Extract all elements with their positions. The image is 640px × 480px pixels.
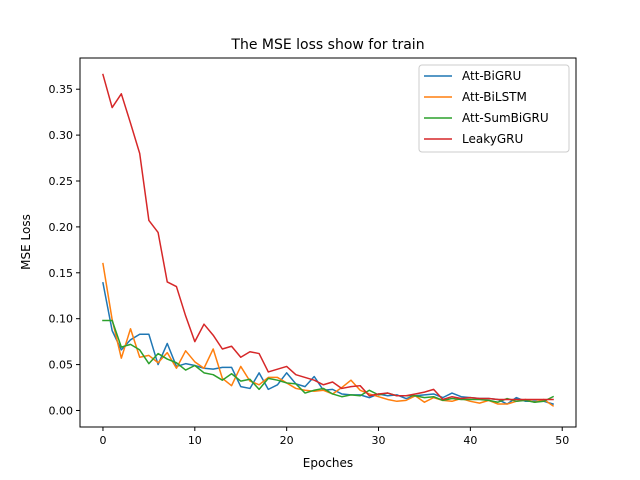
y-tick-label: 0.20 (49, 221, 74, 234)
x-tick-label: 50 (555, 434, 569, 447)
series-line-att-bigru (103, 283, 553, 404)
legend-label-att-sumbigru: Att-SumBiGRU (462, 111, 549, 125)
y-tick-label: 0.25 (49, 175, 74, 188)
legend-label-leakygru: LeakyGRU (462, 132, 523, 146)
x-tick-label: 10 (188, 434, 202, 447)
y-tick-label: 0.05 (49, 359, 74, 372)
legend-label-att-bigru: Att-BiGRU (462, 69, 521, 83)
chart-title: The MSE loss show for train (230, 37, 424, 53)
x-tick-label: 20 (280, 434, 294, 447)
y-tick-label: 0.10 (49, 313, 74, 326)
x-tick-label: 40 (463, 434, 477, 447)
y-axis-label: MSE Loss (19, 214, 33, 270)
series-line-att-bilstm (103, 264, 553, 406)
y-tick-label: 0.35 (49, 83, 74, 96)
x-tick-label: 0 (99, 434, 106, 447)
x-axis-label: Epoches (303, 456, 353, 470)
legend: Att-BiGRU Att-BiLSTM Att-SumBiGRU LeakyGRU (419, 65, 569, 152)
legend-label-att-bilstm: Att-BiLSTM (462, 90, 527, 104)
y-tick-label: 0.30 (49, 129, 74, 142)
y-tick-label: 0.15 (49, 267, 74, 280)
y-tick-label: 0.00 (49, 404, 74, 417)
x-tick-label: 30 (372, 434, 386, 447)
